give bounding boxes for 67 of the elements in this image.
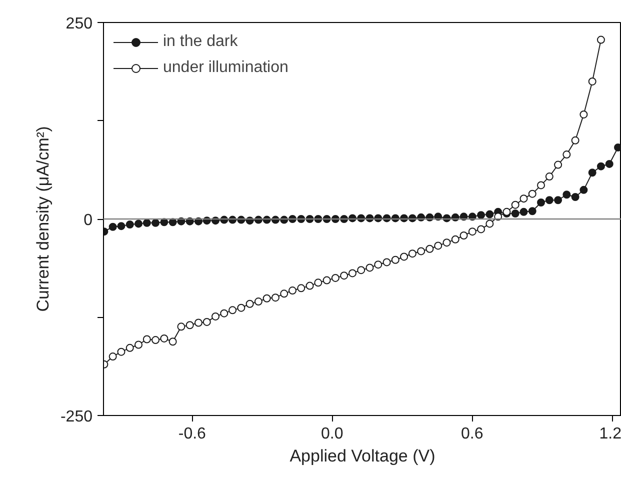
point xyxy=(194,318,202,327)
point xyxy=(426,244,434,253)
point xyxy=(212,312,220,320)
point xyxy=(142,335,151,344)
point xyxy=(108,352,117,361)
point xyxy=(357,266,366,274)
y-tick-label: 0 xyxy=(84,212,93,229)
x-tick-label: -0.6 xyxy=(178,426,206,442)
point xyxy=(400,252,408,261)
point xyxy=(451,235,460,244)
point xyxy=(271,294,280,302)
point xyxy=(348,269,356,278)
point xyxy=(545,172,554,181)
x-tick-label: 0.6 xyxy=(461,426,484,442)
point xyxy=(391,256,400,264)
point xyxy=(528,190,536,198)
point xyxy=(126,344,134,352)
point xyxy=(520,194,528,203)
point xyxy=(382,258,391,266)
x-axis-title: Applied Voltage (V) xyxy=(290,446,436,466)
point xyxy=(280,290,288,298)
point xyxy=(374,260,382,269)
point xyxy=(168,338,177,346)
y-tick-label: 250 xyxy=(66,16,93,32)
legend-label: under illumination xyxy=(163,59,288,77)
point xyxy=(254,298,262,306)
point xyxy=(228,306,237,314)
point xyxy=(202,318,211,326)
point xyxy=(442,238,451,247)
point xyxy=(220,309,228,318)
point xyxy=(511,200,520,209)
point xyxy=(486,220,494,228)
point xyxy=(460,232,468,240)
point xyxy=(580,110,588,118)
y-axis-title: Current density (μA/cm²) xyxy=(33,126,52,312)
point xyxy=(246,300,254,308)
point xyxy=(477,225,486,234)
point xyxy=(117,348,126,356)
point xyxy=(152,336,160,344)
point xyxy=(314,278,322,287)
point xyxy=(537,181,545,190)
point xyxy=(262,294,271,302)
point xyxy=(468,228,476,236)
point xyxy=(237,304,246,312)
point xyxy=(596,36,605,44)
point xyxy=(297,284,306,292)
point xyxy=(306,282,314,290)
point xyxy=(288,286,296,295)
point xyxy=(417,247,426,256)
legend-label: in the dark xyxy=(163,33,238,51)
point xyxy=(134,340,142,349)
point xyxy=(177,322,186,331)
point xyxy=(322,276,331,284)
point xyxy=(366,264,374,272)
point xyxy=(434,242,442,250)
point xyxy=(331,274,340,282)
point xyxy=(186,321,194,330)
point xyxy=(571,136,580,144)
point xyxy=(554,160,562,169)
x-tick-label: 1.2 xyxy=(599,426,621,442)
point xyxy=(340,272,348,280)
point xyxy=(408,250,416,258)
y-tick-label: -250 xyxy=(60,408,93,426)
point xyxy=(562,150,571,159)
point xyxy=(160,334,168,342)
point xyxy=(588,77,596,86)
x-tick-label: 0.0 xyxy=(321,426,344,442)
